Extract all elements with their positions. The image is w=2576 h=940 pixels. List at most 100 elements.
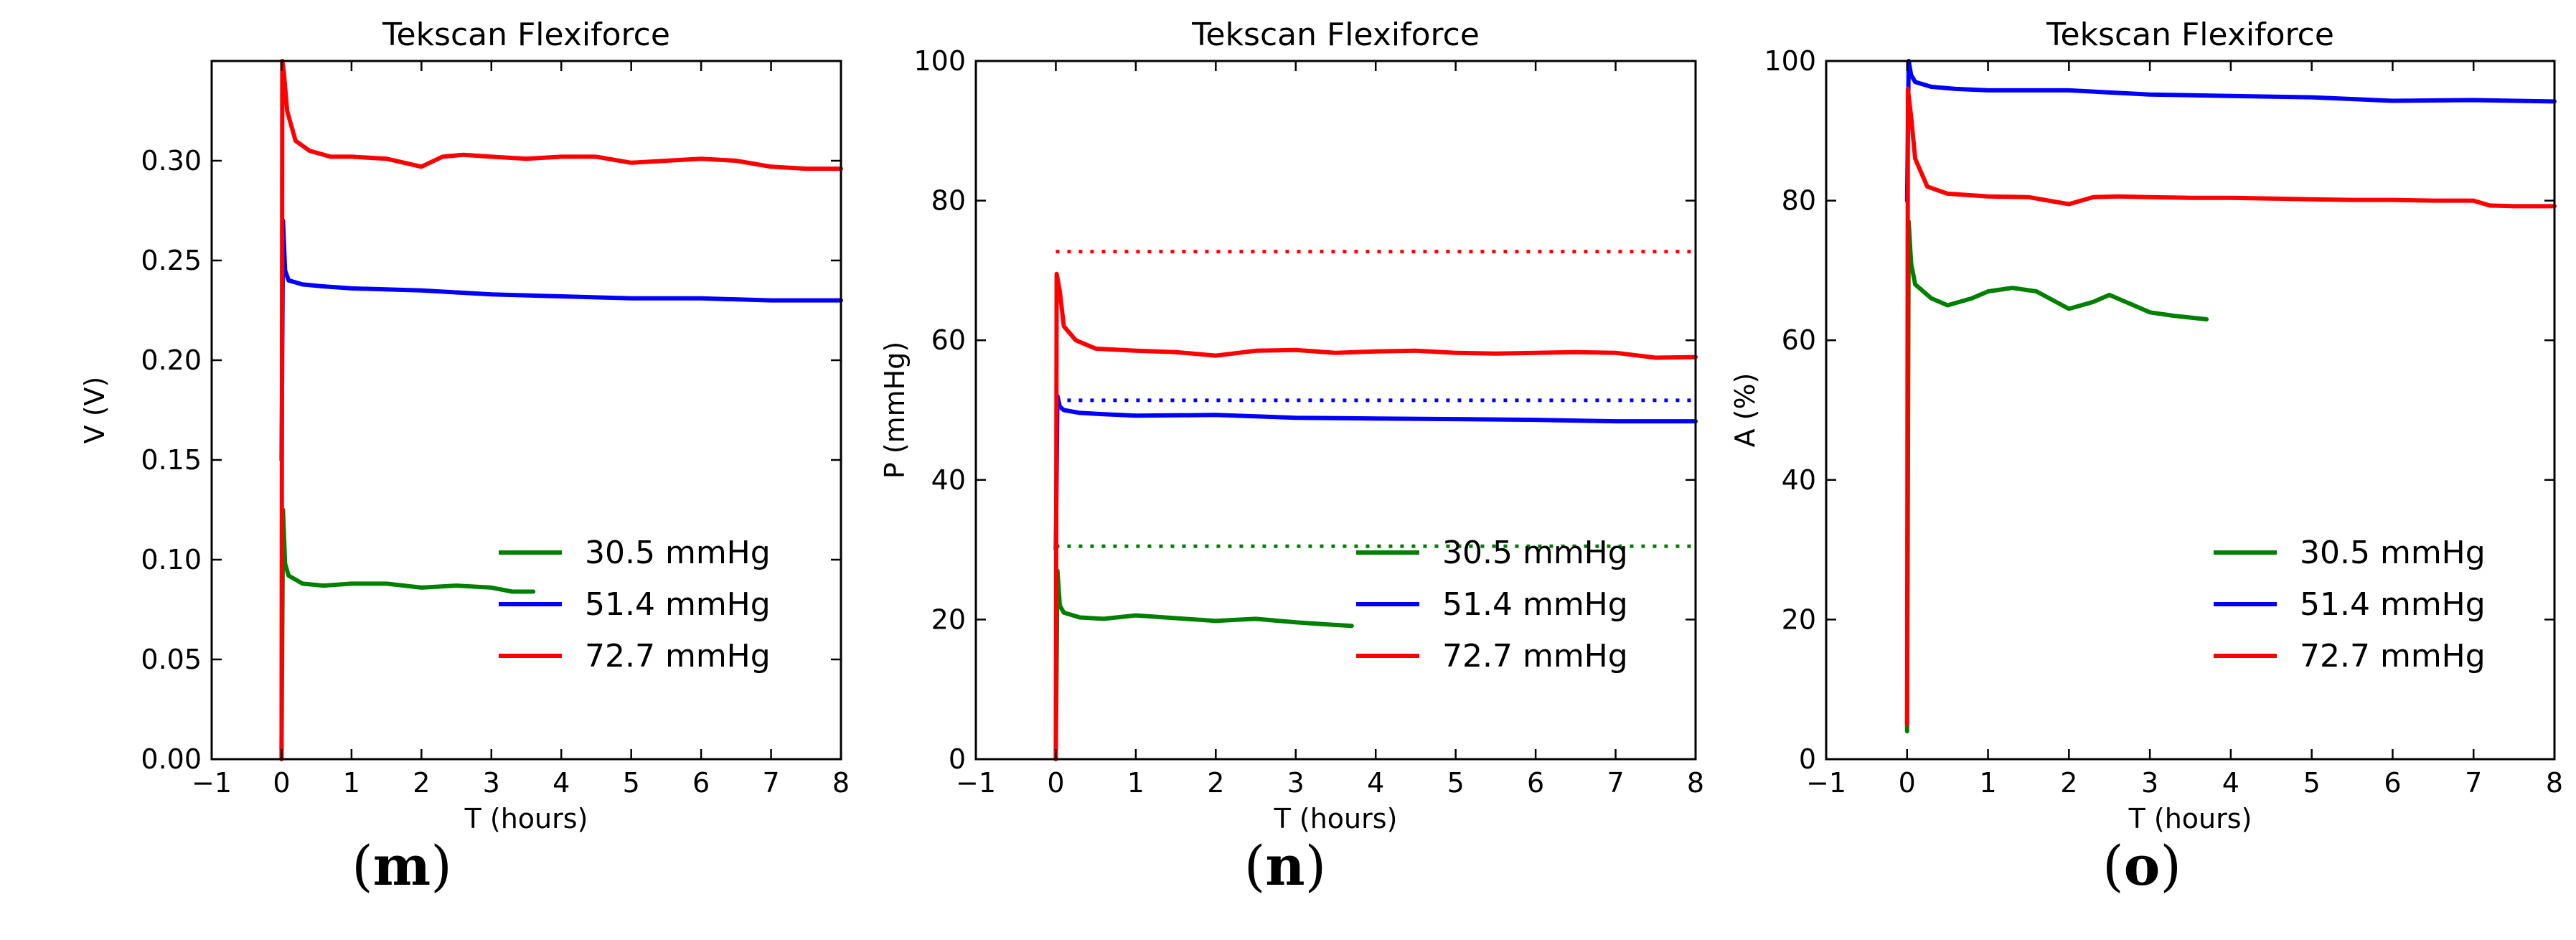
x-tick-label: 2 <box>1207 767 1224 799</box>
y-tick-label: 80 <box>1782 185 1816 217</box>
y-tick-label: 0.00 <box>141 743 202 775</box>
x-tick-label: 3 <box>483 767 500 799</box>
caption-open: ( <box>352 834 373 898</box>
y-tick-label: 0.25 <box>141 245 202 276</box>
x-tick-label: 3 <box>1287 767 1305 799</box>
y-tick-label: 20 <box>1782 603 1816 635</box>
x-tick-label: 0 <box>1047 767 1064 799</box>
caption-open: ( <box>2102 834 2124 898</box>
x-tick-label: 0 <box>273 767 290 799</box>
series-line-305 <box>279 507 536 752</box>
x-tick-label: 5 <box>2303 767 2321 799</box>
y-tick-label: 60 <box>1782 324 1816 356</box>
x-tick-label: 5 <box>623 767 640 799</box>
legend-label: 72.7 mmHg <box>2300 638 2486 675</box>
x-tick-label: 3 <box>2141 767 2158 799</box>
legend-label: 51.4 mmHg <box>1442 586 1628 623</box>
x-tick-label: 2 <box>413 767 430 799</box>
plot-area <box>1826 61 2554 759</box>
x-tick-label: 7 <box>1607 767 1624 799</box>
x-tick-label: 6 <box>692 767 710 799</box>
panel-m: Tekscan Flexiforce −1 0 1 2 3 4 5 6 7 8 0.00 0.05 0.1… <box>79 17 850 898</box>
plot-area <box>212 61 841 759</box>
legend-label: 30.5 mmHg <box>585 535 771 571</box>
y-axis-label: A (%) <box>1729 373 1761 448</box>
caption-close: ) <box>2160 834 2181 898</box>
legend-label: 72.7 mmHg <box>1442 638 1628 675</box>
legend-label: 72.7 mmHg <box>585 638 771 675</box>
x-axis-label: T (hours) <box>1274 803 1398 835</box>
series-line-305 <box>1053 568 1354 755</box>
series-line-727 <box>1904 86 2557 727</box>
x-tick-label: 0 <box>1899 767 1916 799</box>
panel-caption: (n) <box>1244 834 1327 898</box>
caption-close: ) <box>431 834 452 898</box>
series-line-727 <box>279 59 843 761</box>
y-tick-label: 100 <box>913 45 966 77</box>
caption-letter: o <box>2124 834 2161 898</box>
y-axis-label: V (V) <box>79 377 111 444</box>
x-tick-label: 5 <box>1447 767 1465 799</box>
x-tick-label: 1 <box>343 767 360 799</box>
x-tick-label: 8 <box>2546 767 2563 799</box>
plot-area <box>976 61 1696 759</box>
y-tick-label: 40 <box>1782 464 1816 496</box>
panel-n: Tekscan Flexiforce−1 0 1 2 3 4 5 6 7 802040608010… <box>879 17 1704 898</box>
panel-o: Tekscan Flexiforce−1 0 1 2 3 4 5 6 7 802040608010… <box>1729 17 2563 898</box>
x-tick-label: −1 <box>956 767 996 799</box>
y-tick-label: 0.05 <box>141 644 202 675</box>
series-line-514 <box>1904 59 2557 203</box>
x-tick-label: 7 <box>762 767 779 799</box>
legend-label: 30.5 mmHg <box>1442 535 1628 571</box>
chart-title: Tekscan Flexiforce <box>382 17 670 53</box>
y-tick-label: 0.30 <box>141 145 202 177</box>
x-tick-label: 4 <box>1367 767 1384 799</box>
series-line-727 <box>1053 271 1698 761</box>
y-tick-label: 60 <box>931 324 966 356</box>
x-tick-label: 6 <box>2384 767 2401 799</box>
x-tick-label: 7 <box>2465 767 2482 799</box>
x-tick-label: −1 <box>192 767 232 799</box>
legend: 30.5 mmHg 51.4 mmHg 72.7 mmHg <box>499 535 771 675</box>
x-tick-label: 1 <box>1979 767 1996 799</box>
caption-letter: n <box>1265 834 1305 898</box>
x-tick-label: 1 <box>1127 767 1144 799</box>
chart-title: Tekscan Flexiforce <box>1191 17 1480 53</box>
series-line-514 <box>279 218 843 462</box>
y-axis-label: P (mmHg) <box>879 342 911 479</box>
chart-title: Tekscan Flexiforce <box>2046 17 2334 53</box>
caption-close: ) <box>1305 834 1327 898</box>
legend-label: 30.5 mmHg <box>2300 535 2486 571</box>
y-tick-label: 40 <box>931 464 966 496</box>
x-axis-label: T (hours) <box>464 803 588 835</box>
x-tick-label: 4 <box>553 767 570 799</box>
plot-frame <box>974 60 1697 761</box>
caption-open: ( <box>1244 834 1266 898</box>
panel-caption: (o) <box>2102 834 2181 898</box>
y-tick-label: 0.20 <box>141 344 202 376</box>
legend: 30.5 mmHg 51.4 mmHg 72.7 mmHg <box>1356 535 1628 675</box>
legend-label: 51.4 mmHg <box>2300 586 2486 623</box>
y-tick-label: 0 <box>949 743 966 775</box>
x-tick-label: 4 <box>2222 767 2239 799</box>
x-tick-label: 8 <box>1687 767 1704 799</box>
y-tick-label: 0 <box>1799 743 1816 775</box>
plot-frame <box>210 60 842 761</box>
caption-letter: m <box>373 834 431 898</box>
series-line-305 <box>1904 219 2209 734</box>
x-tick-label: 6 <box>1527 767 1544 799</box>
legend-label: 51.4 mmHg <box>585 586 771 623</box>
x-axis-label: T (hours) <box>2128 803 2252 835</box>
x-tick-label: −1 <box>1806 767 1846 799</box>
legend: 30.5 mmHg 51.4 mmHg 72.7 mmHg <box>2214 535 2486 675</box>
series-line-514 <box>1053 394 1698 553</box>
x-tick-label: 8 <box>832 767 850 799</box>
y-tick-label: 0.15 <box>141 444 202 476</box>
y-tick-label: 100 <box>1764 45 1816 77</box>
plot-frame <box>1825 60 2556 761</box>
y-tick-label: 20 <box>931 603 966 635</box>
x-tick-label: 2 <box>2060 767 2077 799</box>
y-tick-label: 0.10 <box>141 544 202 575</box>
y-tick-label: 80 <box>931 185 966 217</box>
